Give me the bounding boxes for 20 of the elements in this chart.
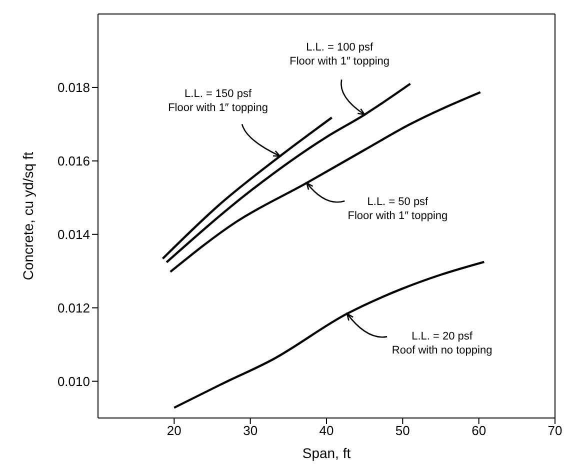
x-tick-label: 20 <box>166 423 182 438</box>
x-tick-label: 70 <box>548 423 562 438</box>
annotation: L.L. = 100 psf Floor with 1″ topping <box>290 42 390 68</box>
y-tick-label: 0.018 <box>57 80 90 96</box>
x-tick-label: 40 <box>319 423 334 438</box>
line-series <box>165 82 412 264</box>
y-tick-label: 0.016 <box>57 154 90 169</box>
x-tick-label: 50 <box>395 423 410 438</box>
annotation: L.L. = 50 psf Floor with 1″ topping <box>348 196 448 222</box>
x-axis-title: Span, ft <box>302 445 351 461</box>
line-series <box>169 91 482 273</box>
x-tick-label: 30 <box>243 423 258 438</box>
annotation: L.L. = 20 psf Roof with no topping <box>392 330 492 357</box>
y-tick-label: 0.014 <box>57 226 90 242</box>
annotation: L.L. = 150 psf Floor with 1″ topping <box>168 88 268 114</box>
x-tick-label: 60 <box>472 423 486 438</box>
line-series <box>162 116 333 260</box>
y-axis-title: Concrete, cu yd/sq ft <box>20 152 36 280</box>
y-tick-label: 0.010 <box>57 374 90 389</box>
y-tick-label: 0.012 <box>57 300 90 316</box>
